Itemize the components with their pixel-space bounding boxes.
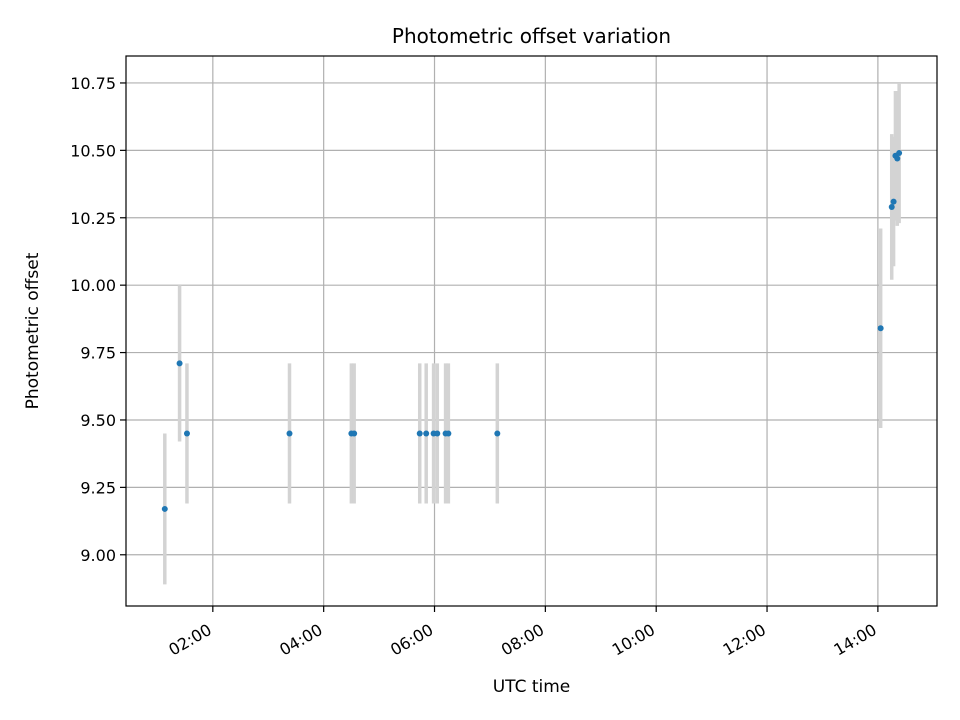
data-point <box>877 325 884 332</box>
data-point <box>183 430 190 437</box>
data-point <box>494 430 501 437</box>
data-point <box>286 430 293 437</box>
y-tick-label: 9.50 <box>80 411 116 430</box>
plot-frame <box>125 55 938 607</box>
y-tick-label: 9.25 <box>80 478 116 497</box>
y-axis-label: Photometric offset <box>23 252 43 409</box>
y-tick-label: 10.50 <box>70 141 116 160</box>
data-point <box>445 430 452 437</box>
data-point <box>890 198 897 205</box>
y-tick-label: 9.00 <box>80 546 116 565</box>
x-axis-label: UTC time <box>493 677 571 697</box>
data-point <box>423 430 430 437</box>
data-point <box>416 430 423 437</box>
data-point <box>351 430 358 437</box>
data-point <box>161 505 168 512</box>
chart-title: Photometric offset variation <box>392 24 671 48</box>
data-point <box>888 203 895 210</box>
y-axis-ticks: 9.00 9.25 9.50 9.75 10.00 10.25 10.50 10.75 <box>70 74 126 565</box>
grid <box>126 56 937 606</box>
data-points <box>161 150 903 512</box>
data-point <box>896 150 903 157</box>
data-point <box>434 430 441 437</box>
y-tick-label: 9.75 <box>80 344 116 363</box>
data-point <box>894 155 901 162</box>
y-tick-label: 10.75 <box>70 74 116 93</box>
y-tick-label: 10.00 <box>70 276 116 295</box>
y-tick-label: 10.25 <box>70 209 116 228</box>
data-point <box>176 360 183 367</box>
